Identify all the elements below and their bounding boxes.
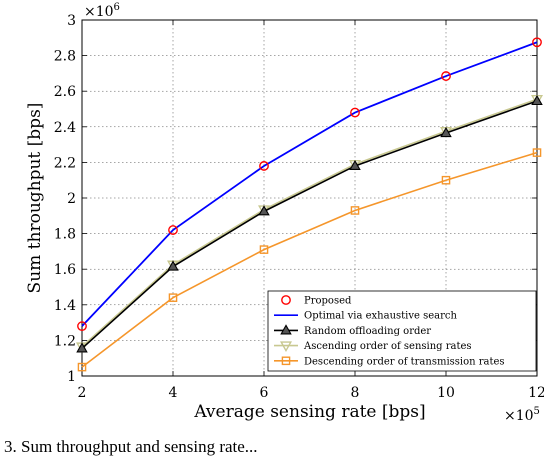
- legend-item: Random offloading order: [274, 324, 431, 337]
- legend-marker: [281, 295, 291, 305]
- data-point: [259, 245, 269, 254]
- data-point: [167, 260, 179, 271]
- series-2: [76, 94, 543, 353]
- data-point: [259, 161, 269, 171]
- legend-label: Random offloading order: [304, 326, 431, 337]
- x-axis-ticks: 2 4 6 8 10 12: [78, 20, 544, 401]
- data-point: [77, 321, 87, 332]
- legend-marker: [280, 341, 292, 353]
- legend-marker: [281, 356, 291, 366]
- series-4: [77, 148, 542, 372]
- data-point: [349, 159, 361, 171]
- y-tick-label: 2: [67, 191, 76, 207]
- data-point: [350, 107, 360, 118]
- x-axis-label: Average sensing rate [bps]: [193, 402, 425, 422]
- series-line: [81, 151, 538, 368]
- y-tick-label: 2.8: [54, 49, 76, 65]
- legend-label: Ascending order of sensing rates: [303, 341, 472, 352]
- data-point: [441, 175, 451, 185]
- y-tick-label: 2.4: [54, 120, 76, 136]
- figure-caption: 3. Sum throughput and sensing rate...: [4, 437, 258, 456]
- data-point: [440, 126, 452, 138]
- y-tick-label: 2.2: [54, 155, 76, 171]
- y-tick-label: 3: [67, 13, 76, 29]
- data-point: [76, 342, 88, 353]
- y-tick-label: 1.4: [54, 298, 76, 314]
- y-tick-label: 1.6: [54, 262, 76, 278]
- series-1: [81, 41, 538, 327]
- y-tick-label: 1.2: [54, 333, 76, 349]
- data-point: [258, 205, 270, 216]
- legend-box: [267, 290, 537, 372]
- data-point: [350, 206, 360, 215]
- legend-item: Proposed: [281, 295, 352, 307]
- y-axis-multiplier: ×106: [84, 2, 120, 20]
- data-point: [77, 362, 87, 372]
- legend-item: Ascending order of sensing rates: [274, 341, 472, 352]
- x-tick-label: 4: [169, 385, 178, 401]
- x-multiplier-exponent: 5: [534, 406, 540, 417]
- throughput-chart: 1 1.2 1.4 1.6 1.8 2 2.2 2.4 2.6 2.8 3 2 4 6 8 10 12 Sum…: [25, 2, 544, 424]
- data-point: [532, 148, 542, 157]
- series-line: [81, 41, 538, 327]
- legend-marker: [280, 324, 292, 335]
- x-tick-label: 12: [528, 385, 544, 401]
- y-tick-label: 1.8: [54, 227, 76, 243]
- data-point: [531, 94, 543, 106]
- legend-label: Optimal via exhaustive search: [304, 311, 458, 322]
- data-point: [168, 225, 178, 235]
- y-axis-ticks: 1 1.2 1.4 1.6 1.8 2 2.2 2.4 2.6 2.8 3: [54, 13, 537, 385]
- legend-item: Descending order of transmission rates: [274, 356, 505, 367]
- data-point: [532, 37, 542, 48]
- x-axis-multiplier: ×105: [504, 406, 540, 424]
- y-multiplier-base: ×10: [84, 4, 114, 20]
- y-multiplier-exponent: 6: [114, 2, 120, 13]
- legend: Proposed Optimal via exhaustive search Ran…: [267, 290, 537, 372]
- x-tick-label: 8: [351, 385, 360, 401]
- x-multiplier-base: ×10: [504, 408, 534, 424]
- y-tick-label: 1: [67, 369, 76, 385]
- series-line: [81, 100, 538, 350]
- legend-label: Proposed: [304, 296, 352, 307]
- y-tick-label: 2.6: [54, 84, 76, 100]
- legend-item: Optimal via exhaustive search: [274, 311, 458, 322]
- x-tick-label: 10: [437, 385, 455, 401]
- series-line: [81, 98, 538, 348]
- x-tick-label: 6: [260, 385, 269, 401]
- data-point: [168, 293, 178, 302]
- y-axis-label: Sum throughput [bps]: [25, 103, 45, 294]
- series-0: [77, 37, 542, 332]
- legend-label: Descending order of transmission rates: [304, 356, 505, 367]
- data-point: [441, 71, 451, 81]
- data-series: [76, 37, 543, 372]
- x-tick-label: 2: [78, 385, 87, 401]
